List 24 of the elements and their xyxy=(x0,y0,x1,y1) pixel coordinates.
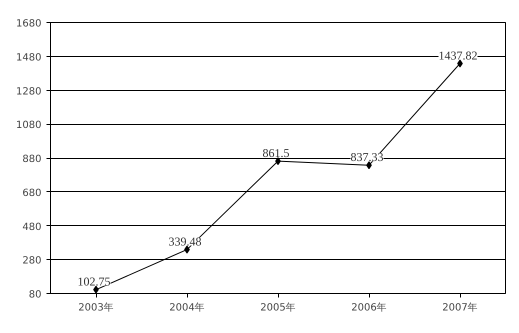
y-tick-label: 80 xyxy=(28,290,42,300)
data-label: 837.33 xyxy=(350,150,384,164)
x-tick-label: 2005年 xyxy=(260,302,296,314)
y-tick-label: 280 xyxy=(22,256,42,267)
y-tick-label: 480 xyxy=(22,222,42,233)
x-tick-label: 2004年 xyxy=(169,302,205,314)
data-label: 1437.82 xyxy=(438,48,478,63)
data-label: 339.48 xyxy=(168,234,202,249)
point xyxy=(184,246,190,254)
point xyxy=(93,286,99,294)
y-tick-label: 880 xyxy=(22,154,42,165)
x-tick-label: 2003年 xyxy=(78,302,114,314)
y-tick-label: 680 xyxy=(22,188,42,199)
x-tick-label: 2007年 xyxy=(442,302,478,314)
point xyxy=(457,60,463,68)
x-tick-label: 2006年 xyxy=(351,302,387,314)
y-tick-label: 1680 xyxy=(16,18,42,30)
data-label: 861.5 xyxy=(262,146,290,160)
y-tick-label: 1280 xyxy=(16,86,42,98)
data-label: 102.75 xyxy=(78,274,110,289)
point xyxy=(275,157,281,166)
y-tick-label: 1080 xyxy=(16,120,42,132)
y-tick-label: 1480 xyxy=(16,52,42,64)
point xyxy=(366,161,372,170)
